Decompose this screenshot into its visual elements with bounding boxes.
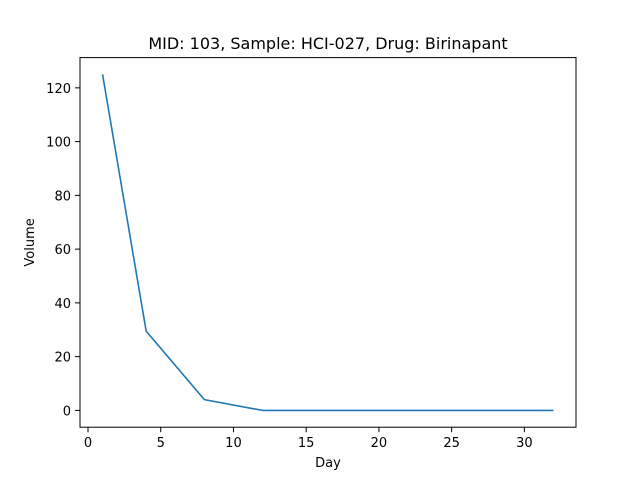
y-tick-label: 60 (54, 243, 71, 258)
x-axis-label: Day (315, 456, 341, 471)
y-tick-label: 120 (46, 82, 71, 97)
y-tick-label: 20 (54, 351, 71, 366)
x-tick-label: 5 (157, 436, 165, 451)
x-tick-label: 30 (516, 436, 533, 451)
chart-title: MID: 103, Sample: HCI-027, Drug: Birinap… (148, 34, 507, 53)
y-tick-label: 100 (46, 136, 71, 151)
x-tick-label: 20 (371, 436, 388, 451)
series-line (101, 74, 554, 412)
plot-series (101, 74, 554, 412)
y-axis-label: Volume (23, 218, 38, 266)
x-tick-label: 0 (84, 436, 92, 451)
axis-ticks: 0 5 10 15 20 25 30 0 20 40 60 80 100 120 (46, 82, 532, 451)
x-tick-label: 25 (443, 436, 460, 451)
y-tick-label: 40 (54, 297, 71, 312)
y-tick-label: 80 (54, 189, 71, 204)
plot-frame (79, 57, 577, 428)
x-tick-label: 15 (298, 436, 315, 451)
x-tick-label: 10 (225, 436, 242, 451)
y-tick-label: 0 (63, 404, 71, 419)
